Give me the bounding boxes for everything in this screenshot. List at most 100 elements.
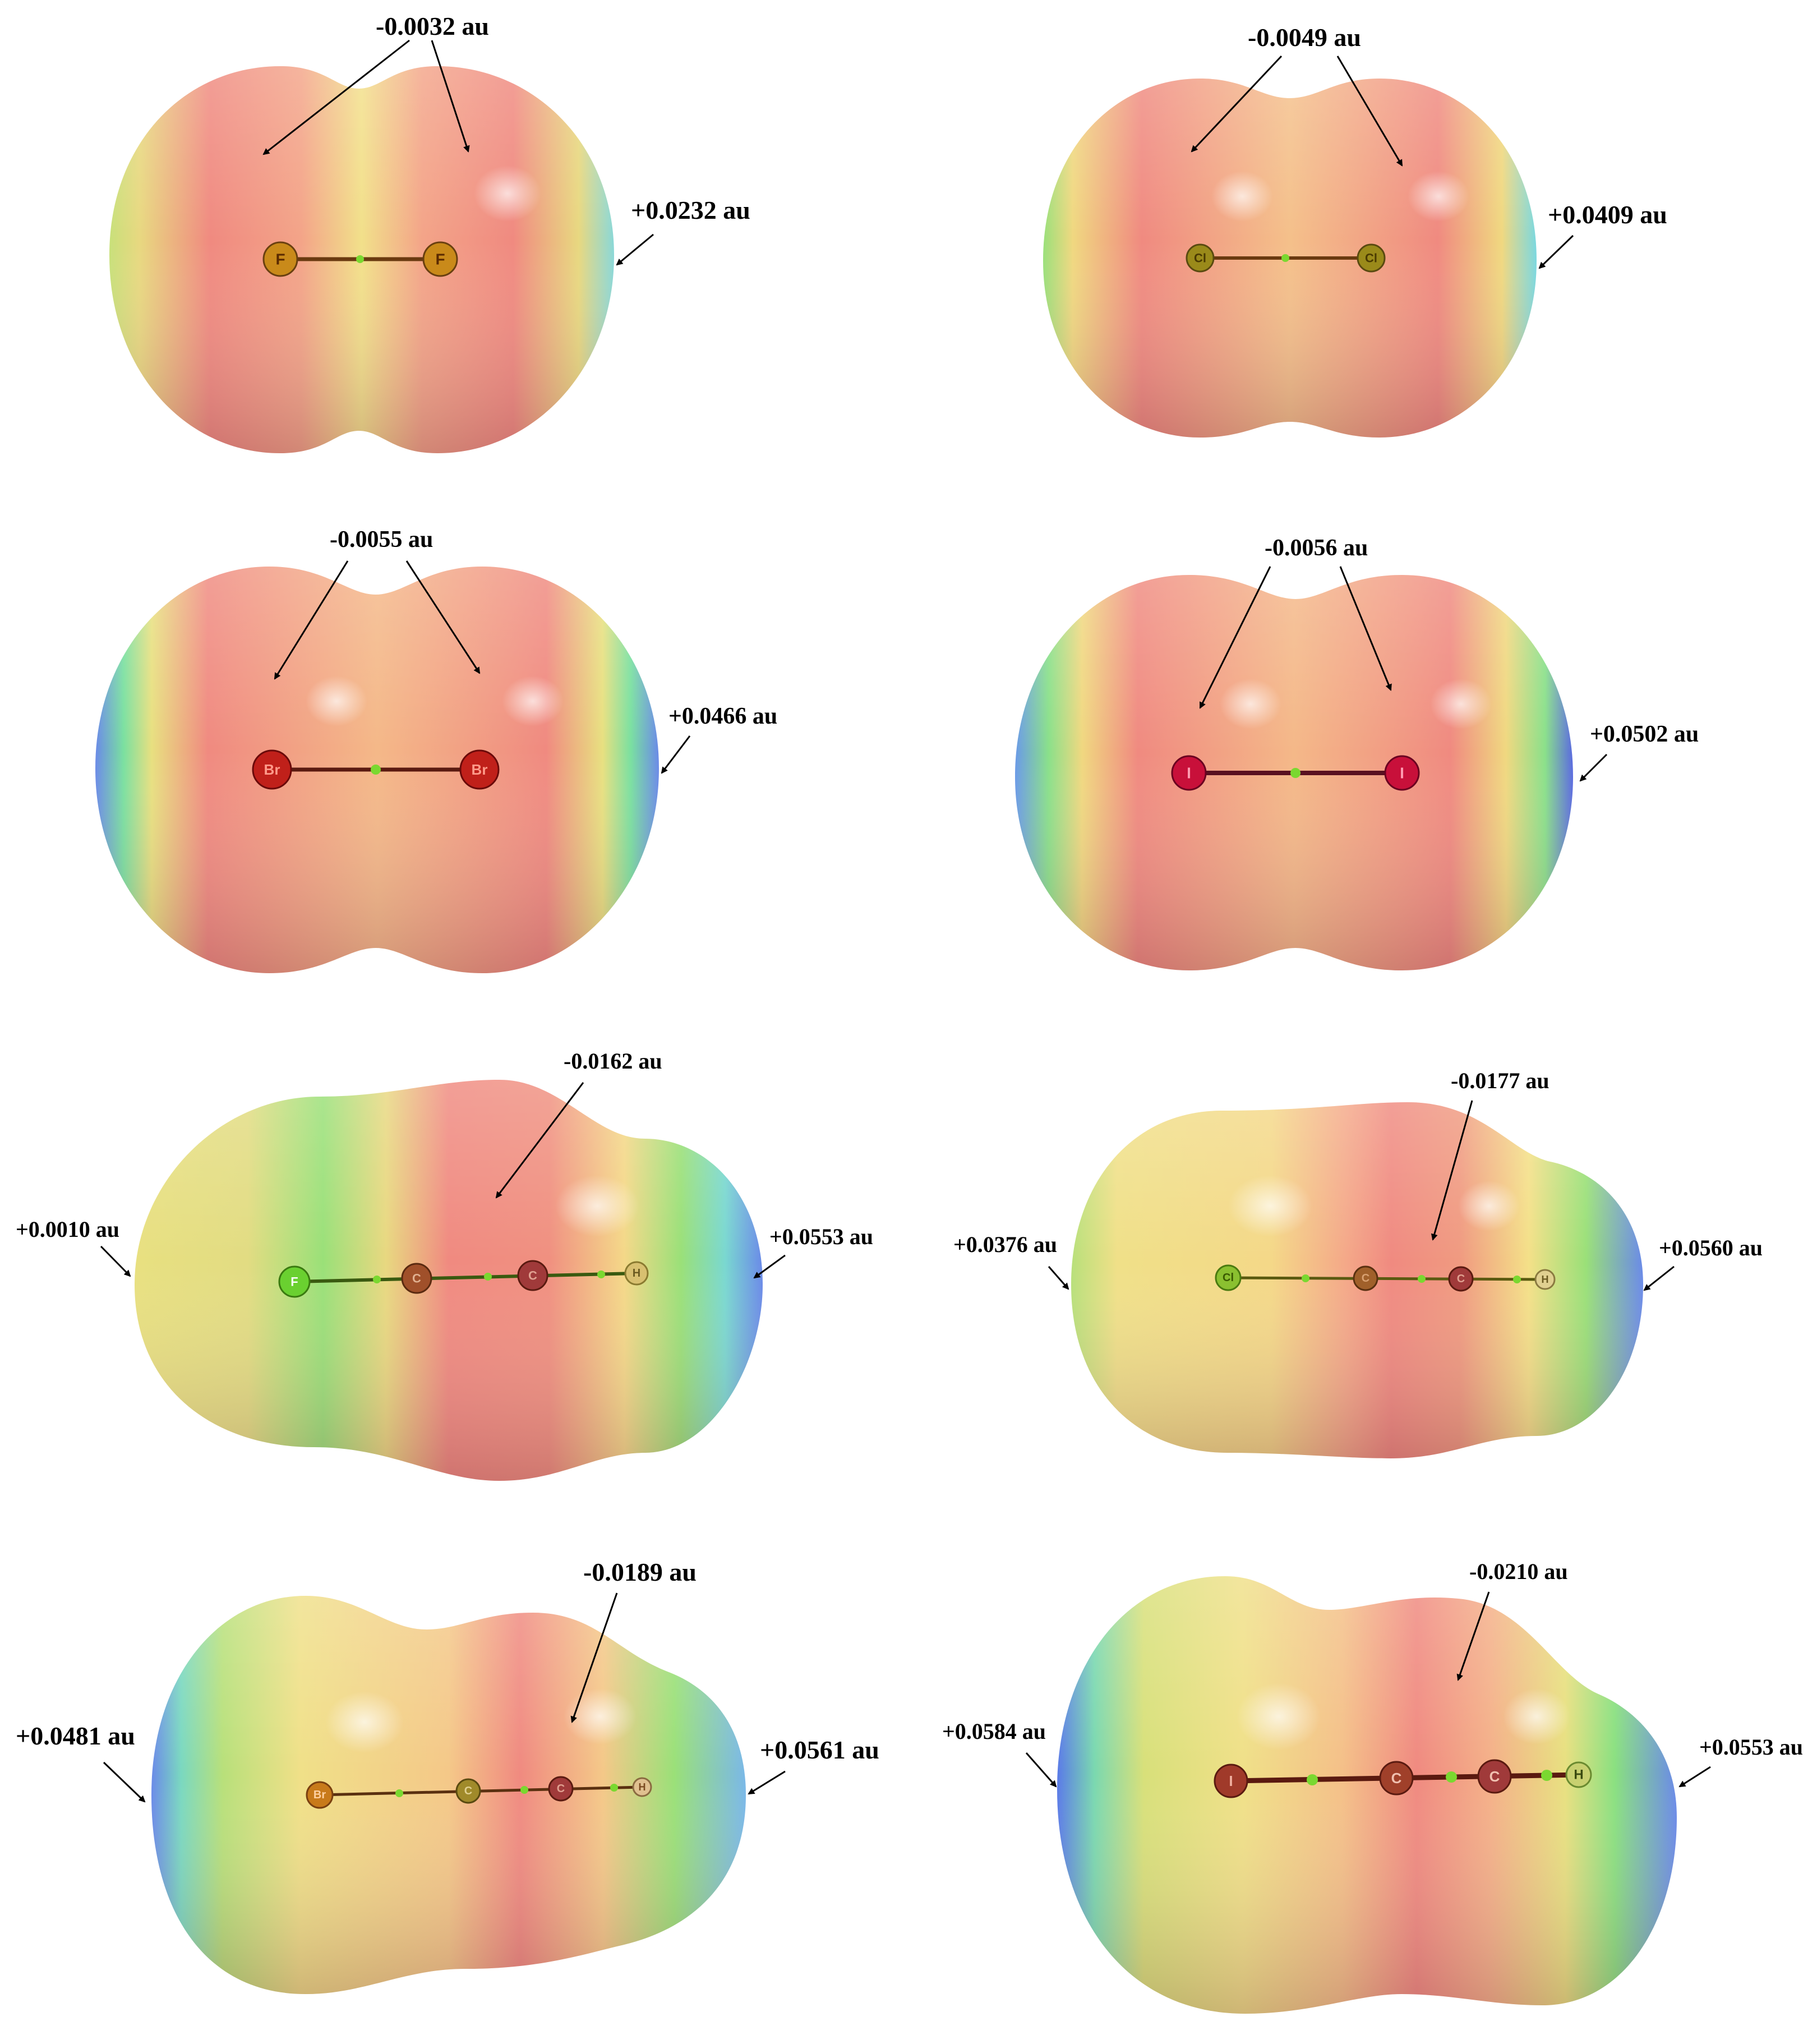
- atom-i: I: [1214, 1764, 1248, 1798]
- label-max-esp: +0.0553 au: [769, 1224, 873, 1249]
- panel-f2: F F -0.0032 au +0.0232 au: [109, 12, 750, 453]
- arrow: [1048, 1266, 1069, 1290]
- svg-text:C: C: [464, 1785, 472, 1797]
- label-max-esp: +0.0553 au: [1699, 1734, 1803, 1760]
- atom-cl: Cl: [1357, 243, 1386, 273]
- svg-text:I: I: [1400, 765, 1404, 782]
- label-min-esp: -0.0162 au: [564, 1048, 662, 1074]
- atom-c: C: [1448, 1266, 1474, 1292]
- arrow: [495, 1082, 584, 1199]
- atom-cl: Cl: [1186, 243, 1215, 273]
- bond-critical-point: [373, 1276, 381, 1283]
- svg-text:C: C: [557, 1783, 565, 1795]
- svg-text:I: I: [1187, 765, 1191, 782]
- atom-br: Br: [459, 749, 500, 790]
- label-min-esp: -0.0189 au: [583, 1558, 697, 1586]
- svg-text:I: I: [1229, 1773, 1233, 1789]
- atom-f: F: [278, 1265, 311, 1298]
- label-min-esp: -0.0177 au: [1451, 1068, 1549, 1093]
- svg-text:H: H: [1574, 1767, 1583, 1783]
- label-left-esp: +0.0584 au: [942, 1719, 1046, 1744]
- label-max-esp: +0.0560 au: [1659, 1235, 1763, 1260]
- arrow: [405, 560, 481, 674]
- label-max-esp: +0.0466 au: [668, 703, 777, 729]
- bond-critical-point: [1541, 1770, 1552, 1781]
- svg-text:Br: Br: [264, 761, 280, 778]
- arrow: [1025, 1752, 1057, 1788]
- svg-text:C: C: [1457, 1273, 1465, 1285]
- svg-text:Cl: Cl: [1223, 1272, 1234, 1284]
- bond-critical-point: [610, 1784, 618, 1792]
- arrow: [1579, 753, 1608, 782]
- arrow: [1678, 1766, 1711, 1788]
- bond-critical-point: [520, 1786, 528, 1794]
- arrow: [1336, 56, 1403, 167]
- atom-c: C: [1477, 1759, 1512, 1794]
- arrow: [1191, 55, 1283, 153]
- bond-critical-point: [1446, 1771, 1457, 1783]
- arrow: [431, 40, 470, 153]
- atom-cl: Cl: [1215, 1264, 1242, 1291]
- label-max-esp: +0.0409 au: [1548, 200, 1667, 229]
- svg-text:Cl: Cl: [1365, 251, 1377, 265]
- arrow: [1339, 566, 1392, 691]
- atom-c: C: [517, 1260, 548, 1291]
- svg-text:Br: Br: [313, 1789, 326, 1801]
- arrow: [753, 1254, 786, 1279]
- svg-text:F: F: [290, 1275, 298, 1289]
- panel-icch: I C C H -0.0210 au +0.0584 au +0.0553 au: [942, 1559, 1803, 2014]
- arrow: [100, 1245, 131, 1277]
- atom-c: C: [1379, 1761, 1414, 1796]
- panel-br2: Br Br -0.0055 au +0.0466 au: [95, 527, 777, 973]
- bond-critical-point: [356, 255, 364, 263]
- svg-text:C: C: [528, 1269, 537, 1283]
- bond-critical-point: [1307, 1774, 1318, 1785]
- atom-h: H: [1565, 1761, 1592, 1788]
- atom-h: H: [1534, 1269, 1556, 1290]
- svg-text:H: H: [633, 1267, 640, 1279]
- arrow: [616, 233, 654, 266]
- arrow: [103, 1761, 146, 1803]
- arrow: [262, 39, 410, 155]
- svg-text:Br: Br: [472, 761, 488, 778]
- bond-critical-point: [1513, 1276, 1521, 1283]
- svg-text:C: C: [412, 1272, 421, 1286]
- atom-h: H: [624, 1261, 649, 1286]
- label-max-esp: +0.0502 au: [1590, 721, 1699, 747]
- label-min-esp: -0.0210 au: [1469, 1559, 1568, 1584]
- svg-text:F: F: [275, 251, 285, 268]
- label-min-esp: -0.0056 au: [1265, 535, 1368, 561]
- label-max-esp: +0.0561 au: [760, 1735, 879, 1764]
- atom-c: C: [455, 1778, 481, 1804]
- atom-i: I: [1384, 755, 1420, 791]
- bond: [1228, 1276, 1546, 1281]
- label-min-esp: -0.0049 au: [1248, 23, 1361, 52]
- label-left-esp: +0.0010 au: [16, 1217, 119, 1242]
- panel-clcch: Cl C C H -0.0177 au +0.0376 au +0.0560 a…: [953, 1068, 1763, 1458]
- arrow: [1431, 1100, 1473, 1241]
- arrow: [570, 1592, 618, 1723]
- atom-c: C: [1353, 1265, 1378, 1291]
- atom-f: F: [262, 241, 298, 277]
- bond-critical-point: [1290, 768, 1301, 778]
- panel-fcch: F C C H -0.0162 au +0.0010 au +0.0553 au: [16, 1048, 873, 1481]
- bond-critical-point: [395, 1789, 403, 1797]
- arrow: [1456, 1591, 1490, 1681]
- svg-text:F: F: [435, 251, 445, 268]
- bond: [294, 1272, 637, 1283]
- arrow: [1643, 1265, 1675, 1291]
- bond-critical-point: [1418, 1275, 1426, 1283]
- bond-critical-point: [1302, 1274, 1309, 1282]
- arrow: [1199, 566, 1271, 709]
- label-left-esp: +0.0376 au: [953, 1232, 1057, 1257]
- label-max-esp: +0.0232 au: [631, 196, 750, 224]
- svg-text:C: C: [1489, 1768, 1500, 1785]
- bond-critical-point: [371, 765, 381, 775]
- panel-brcch: Br C C H -0.0189 au +0.0481 au +0.0561 a…: [16, 1558, 879, 1994]
- arrow: [1538, 234, 1574, 269]
- arrow: [748, 1770, 786, 1795]
- label-left-esp: +0.0481 au: [16, 1721, 135, 1750]
- panel-i2: I I -0.0056 au +0.0502 au: [1015, 535, 1699, 970]
- arrow: [661, 735, 691, 774]
